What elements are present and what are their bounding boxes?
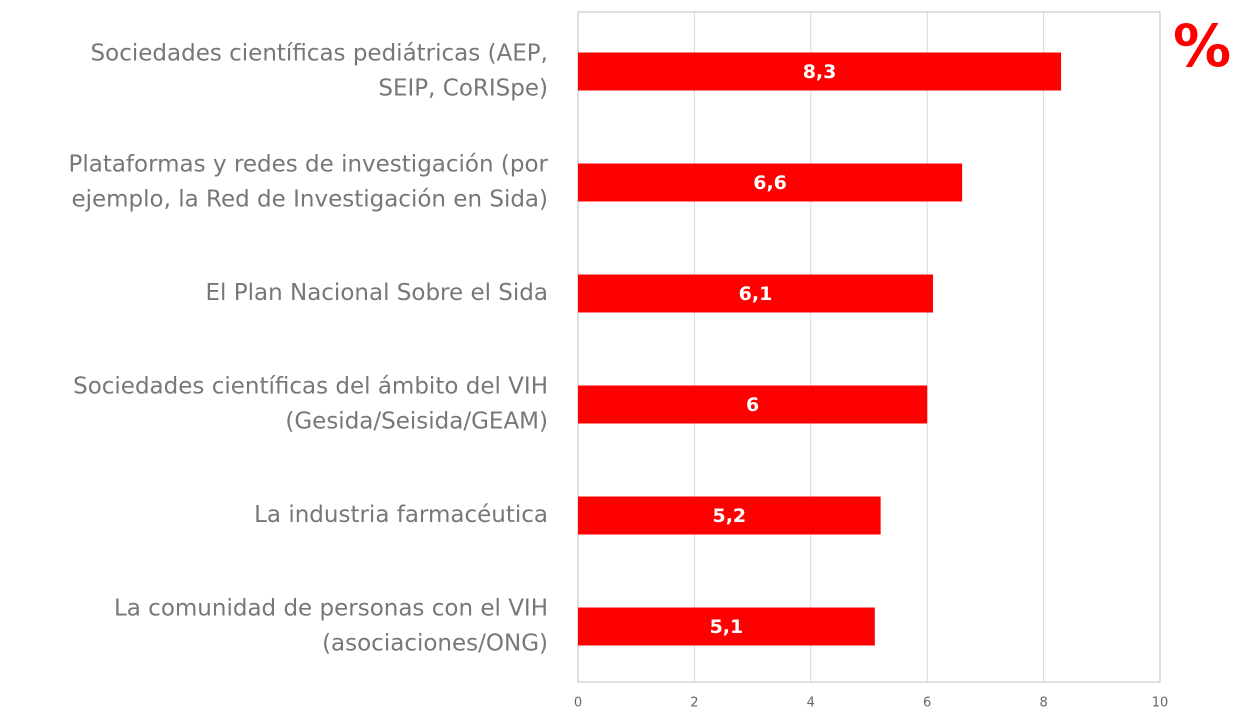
category-label: Plataformas y redes de investigación (po… — [68, 152, 548, 178]
bar — [578, 385, 928, 424]
category-label: La industria farmacéutica — [254, 502, 548, 528]
category-label: Sociedades científicas pediátricas (AEP, — [91, 41, 548, 67]
category-label: (Gesida/Seisida/GEAM) — [285, 409, 548, 435]
chart-title: % — [1173, 12, 1231, 80]
x-tick-label: 8 — [1039, 696, 1047, 709]
x-tick-label: 0 — [574, 696, 582, 709]
value-label: 5,2 — [712, 505, 746, 527]
plot-frame — [577, 11, 1161, 683]
x-tick-label: 2 — [690, 696, 698, 709]
category-label: ejemplo, la Red de Investigación en Sida… — [71, 187, 548, 213]
value-label: 6,1 — [739, 283, 773, 305]
x-tick-label: 10 — [1152, 696, 1169, 709]
category-label: SEIP, CoRISpe) — [378, 76, 548, 102]
x-tick-label: 6 — [923, 696, 931, 709]
category-label: El Plan Nacional Sobre el Sida — [206, 280, 548, 306]
bar — [578, 496, 881, 535]
category-label: Sociedades científicas del ámbito del VI… — [73, 374, 548, 400]
category-label: (asociaciones/ONG) — [322, 631, 548, 657]
value-label: 6,6 — [753, 172, 787, 194]
bar — [578, 274, 934, 313]
bar — [578, 163, 963, 202]
value-label: 6 — [746, 394, 759, 416]
bar — [578, 52, 1062, 91]
category-label: La comunidad de personas con el VIH — [114, 596, 548, 622]
value-label: 8,3 — [803, 61, 837, 83]
value-label: 5,1 — [710, 616, 744, 638]
x-tick-label: 4 — [807, 696, 815, 709]
bar — [578, 607, 875, 646]
